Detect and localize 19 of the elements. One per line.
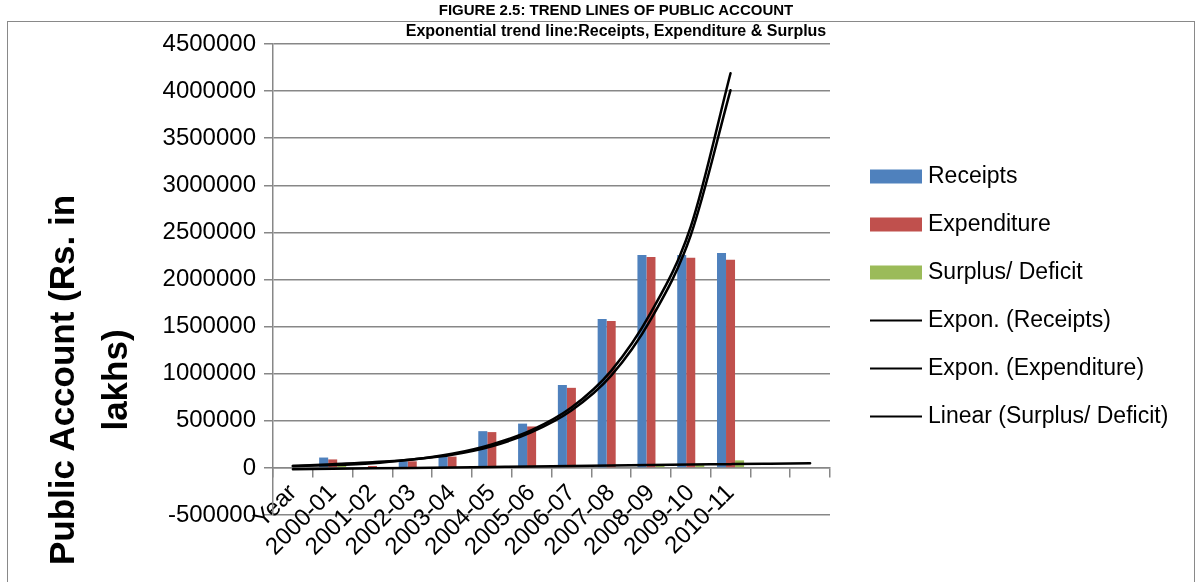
y-tick-label: 3500000 bbox=[162, 122, 256, 150]
y-tick-label: 0 bbox=[242, 452, 256, 480]
chart-subtitle: Exponential trend line:Receipts, Expenditure & Surplus bbox=[405, 22, 827, 40]
y-tick-label: 500000 bbox=[175, 405, 256, 433]
legend-label: Receipts bbox=[928, 161, 1018, 188]
y-axis-title: Public Account (Rs. in lakhs) bbox=[41, 194, 134, 566]
y-tick-label: 1500000 bbox=[162, 311, 256, 339]
legend-label: Surplus/ Deficit bbox=[928, 257, 1084, 284]
legend-label: Expenditure bbox=[928, 209, 1051, 236]
y-tick-label: 2500000 bbox=[162, 217, 256, 245]
y-tick-label: 3000000 bbox=[162, 169, 256, 197]
legend-label: Linear (Surplus/ Deficit) bbox=[928, 401, 1169, 428]
legend-label: Expon. (Expenditure) bbox=[928, 353, 1145, 380]
y-tick-label: 1000000 bbox=[162, 358, 256, 386]
y-tick-label: 4500000 bbox=[162, 28, 256, 56]
chart-title: FIGURE 2.5: TREND LINES OF PUBLIC ACCOUNT bbox=[438, 1, 794, 19]
legend-label: Expon. (Receipts) bbox=[928, 305, 1111, 332]
y-tick-label: 4000000 bbox=[162, 75, 256, 103]
y-tick-label: 2000000 bbox=[162, 264, 256, 292]
